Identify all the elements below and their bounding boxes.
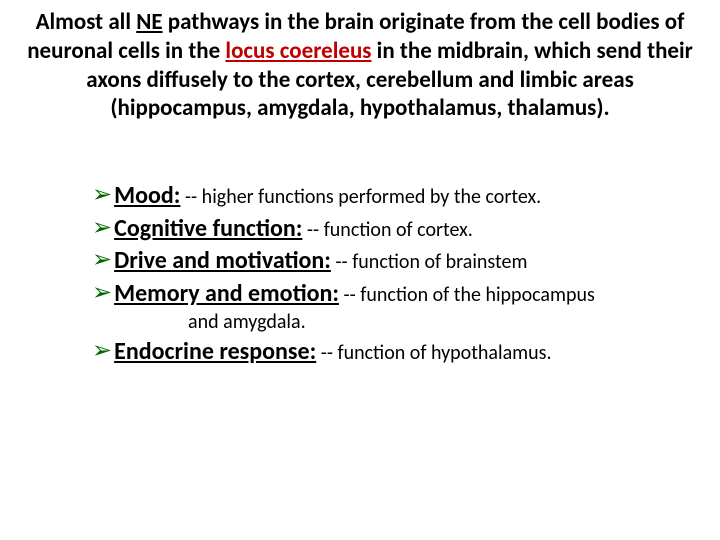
heading-paragraph: Almost all NE pathways in the brain orig… xyxy=(18,8,702,123)
heading-locus-coereleus: locus coereleus xyxy=(225,37,371,65)
bullet-icon: ➢ xyxy=(92,337,112,365)
list-item-body: Mood: -- higher functions performed by t… xyxy=(114,181,541,212)
heading-line-2: (hippocampus, amygdala, hypothalamus, th… xyxy=(110,94,609,122)
list-item-body: Drive and motivation: -- function of bra… xyxy=(114,246,527,277)
term-mood: Mood: xyxy=(114,181,180,210)
bullet-icon: ➢ xyxy=(92,181,112,209)
list-item-body: Memory and emotion: -- function of the h… xyxy=(114,279,595,310)
term-endocrine: Endocrine response: xyxy=(114,337,316,366)
list-item: ➢ Mood: -- higher functions performed by… xyxy=(92,181,692,212)
slide: Almost all NE pathways in the brain orig… xyxy=(0,0,720,540)
desc-drive: -- function of brainstem xyxy=(331,250,528,274)
bullet-icon: ➢ xyxy=(92,246,112,274)
heading-ne: NE xyxy=(136,8,162,36)
bullet-icon: ➢ xyxy=(92,214,112,242)
term-cognitive: Cognitive function: xyxy=(114,214,302,243)
list-item: ➢ Memory and emotion: -- function of the… xyxy=(92,279,692,310)
term-drive: Drive and motivation: xyxy=(114,246,331,275)
heading-part-1: Almost all xyxy=(36,8,137,36)
list-item: ➢ Drive and motivation: -- function of b… xyxy=(92,246,692,277)
desc-endocrine: -- function of hypothalamus. xyxy=(316,341,551,365)
list-item-body: Cognitive function: -- function of corte… xyxy=(114,214,473,245)
function-list: ➢ Mood: -- higher functions performed by… xyxy=(18,181,702,368)
list-item-wrap: and amygdala. xyxy=(92,310,692,336)
list-item: ➢ Endocrine response: -- function of hyp… xyxy=(92,337,692,368)
term-memory: Memory and emotion: xyxy=(114,279,339,308)
bullet-icon: ➢ xyxy=(92,279,112,307)
list-item: ➢ Cognitive function: -- function of cor… xyxy=(92,214,692,245)
desc-mood: -- higher functions performed by the cor… xyxy=(180,185,541,209)
list-item-body: Endocrine response: -- function of hypot… xyxy=(114,337,551,368)
desc-memory: -- function of the hippocampus xyxy=(339,283,595,307)
desc-cognitive: -- function of cortex. xyxy=(302,218,472,242)
